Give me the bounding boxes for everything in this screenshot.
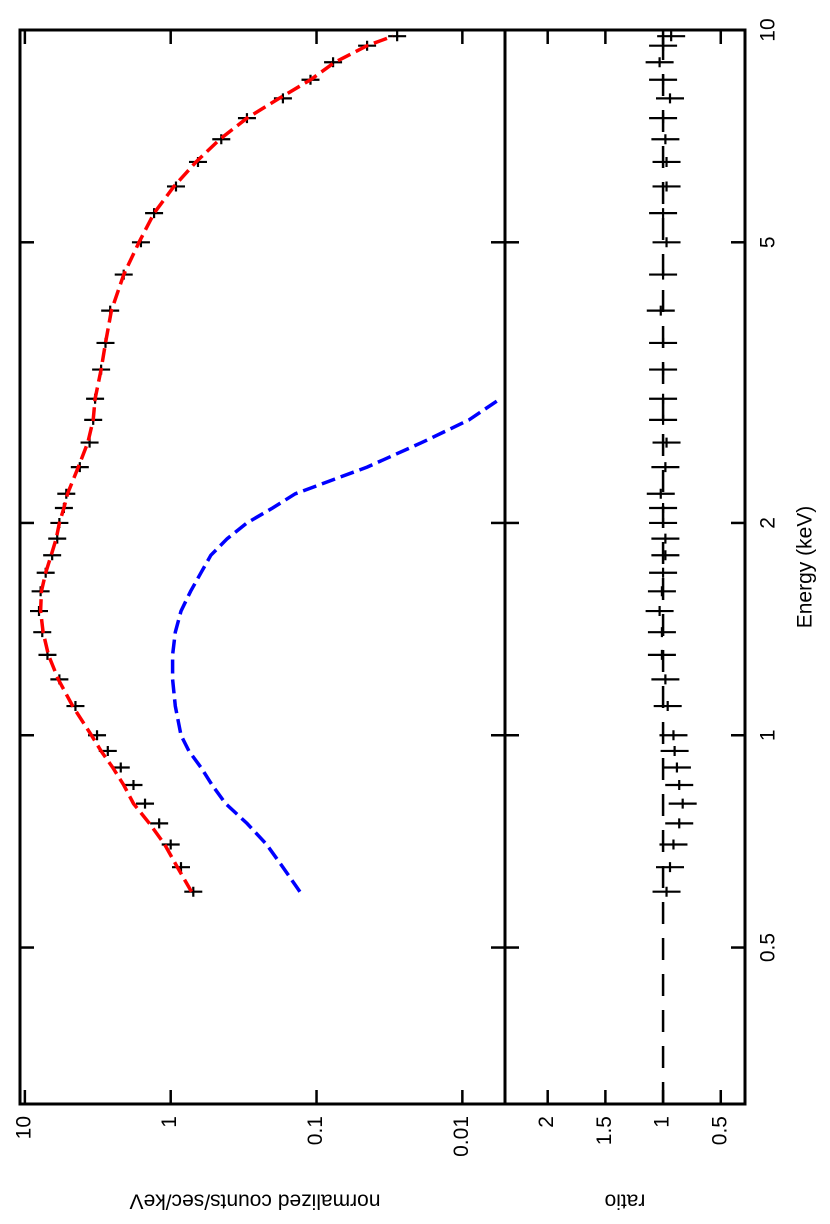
- y-tick-label: 0.5: [708, 1116, 731, 1145]
- model-line: [38, 34, 394, 893]
- data-point: [184, 886, 203, 897]
- model-line: [170, 397, 502, 893]
- data-point: [649, 364, 678, 375]
- data-point: [652, 237, 681, 248]
- x-axis-label: Energy (keV): [794, 506, 817, 629]
- y-tick-label: 10: [12, 1116, 35, 1139]
- data-point: [649, 414, 678, 425]
- frame: [18, 28, 507, 1106]
- x-tick-label: 0.5: [757, 933, 780, 962]
- y-axis-label: ratio: [605, 1189, 646, 1212]
- y-tick-label: 0.01: [450, 1116, 473, 1157]
- data-point: [649, 113, 678, 124]
- x-tick-label: 2: [757, 517, 780, 529]
- data-point: [388, 31, 407, 42]
- x-tick-label: 5: [757, 236, 780, 248]
- data-point: [646, 488, 675, 499]
- data-point: [647, 627, 676, 638]
- data-point: [649, 74, 678, 85]
- data-point: [647, 586, 676, 597]
- data-point: [659, 730, 688, 741]
- data-point: [651, 674, 680, 685]
- y-axis-label: normalized counts/sec/keV: [130, 1189, 381, 1212]
- data-point: [660, 745, 689, 756]
- data-point: [651, 462, 680, 473]
- data-point: [665, 780, 694, 791]
- data-point: [649, 393, 678, 404]
- data-point: [124, 780, 143, 791]
- data-point: [647, 649, 676, 660]
- data-point: [150, 818, 169, 829]
- panel: [645, 30, 697, 1104]
- data-point: [653, 701, 682, 712]
- data-point: [136, 798, 155, 809]
- data-point: [649, 567, 678, 578]
- y-tick-label: 0.1: [304, 1116, 327, 1145]
- data-point: [649, 337, 678, 348]
- data-point: [651, 533, 680, 544]
- data-point: [652, 886, 681, 897]
- data-point: [652, 181, 681, 192]
- data-point: [656, 862, 684, 873]
- y-tick-label: 2: [535, 1116, 558, 1128]
- data-point: [212, 134, 231, 145]
- data-point: [651, 550, 680, 561]
- data-point: [649, 503, 678, 513]
- y-tick-label: 1: [651, 1116, 674, 1128]
- data-point: [649, 517, 678, 528]
- data-point: [645, 57, 674, 68]
- panel: [30, 31, 502, 897]
- x-tick-label: 10: [757, 18, 780, 41]
- data-point: [651, 134, 680, 145]
- data-point: [649, 269, 678, 280]
- x-tick-label: 1: [757, 729, 780, 741]
- frame: [503, 28, 747, 1106]
- data-point: [145, 208, 164, 219]
- data-point: [657, 31, 686, 42]
- data-point: [665, 818, 694, 829]
- y-tick-label: 1.5: [593, 1116, 616, 1145]
- data-point: [66, 701, 85, 712]
- data-point: [656, 93, 684, 104]
- data-point: [161, 839, 180, 850]
- data-point: [646, 305, 675, 316]
- data-point: [645, 606, 674, 617]
- data-point: [659, 839, 688, 850]
- data-point: [652, 437, 681, 448]
- plot-area: Energy (keV) 10 1 0.1 0.01 normalized counts…: [12, 18, 816, 1212]
- data-point: [662, 762, 691, 773]
- y-tick-label: 1: [158, 1116, 181, 1128]
- data-point: [652, 156, 681, 167]
- data-point: [649, 208, 678, 219]
- data-point: [668, 798, 697, 809]
